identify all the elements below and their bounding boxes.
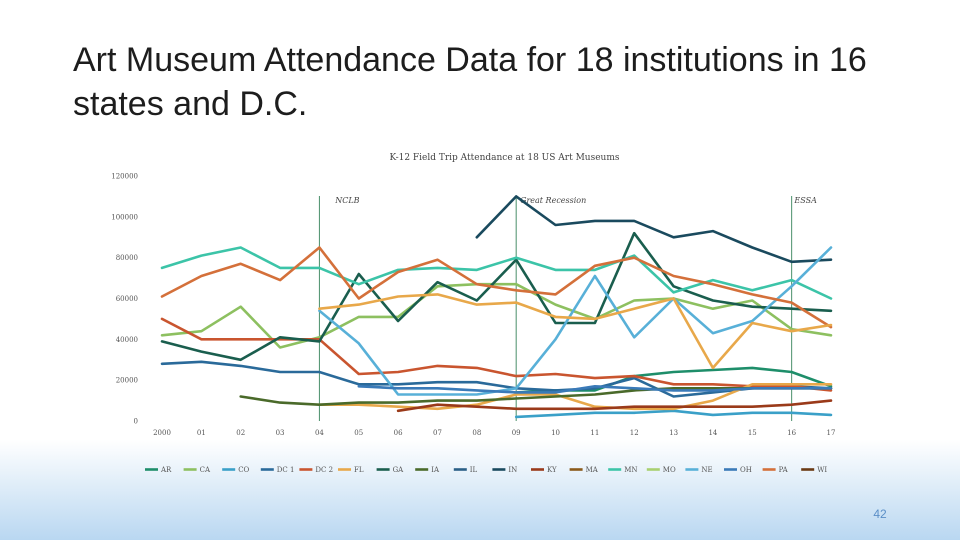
x-tick-label: 09 xyxy=(512,429,521,437)
series-line-pa xyxy=(160,246,833,329)
x-tick-label: 2000 xyxy=(153,429,171,437)
legend-label: MN xyxy=(624,466,637,474)
series-line-mn xyxy=(160,246,833,300)
chart-title: K-12 Field Trip Attendance at 18 US Art … xyxy=(390,153,620,163)
page-number: 42 xyxy=(873,507,887,521)
annotation-label: Great Recession xyxy=(520,196,586,205)
legend-label: WI xyxy=(817,466,827,474)
x-tick-label: 06 xyxy=(394,429,403,437)
x-tick-label: 12 xyxy=(630,429,639,437)
legend-label: MA xyxy=(586,466,599,474)
y-tick-label: 80000 xyxy=(116,254,138,262)
x-tick-label: 01 xyxy=(197,429,206,437)
legend-label: PA xyxy=(779,466,789,474)
legend-label: AR xyxy=(160,466,172,474)
x-tick-label: 03 xyxy=(276,429,285,437)
y-tick-label: 120000 xyxy=(111,173,138,181)
series-line-dc1 xyxy=(160,360,833,398)
legend-label: DC 2 xyxy=(315,466,333,474)
series-line-ky xyxy=(396,399,833,413)
series-line-co xyxy=(514,409,833,419)
x-tick-label: 10 xyxy=(551,429,560,437)
legend-label: IA xyxy=(431,466,440,474)
x-tick-label: 17 xyxy=(827,429,836,437)
y-tick-label: 20000 xyxy=(116,377,138,385)
series-line-oh xyxy=(357,385,833,394)
y-tick-label: 60000 xyxy=(116,295,138,303)
annotation-label: NCLB xyxy=(334,196,359,205)
x-tick-label: 02 xyxy=(236,429,245,437)
legend-label: GA xyxy=(393,466,405,474)
legend-label: IN xyxy=(508,466,517,474)
x-tick-label: 04 xyxy=(315,429,324,437)
series-line-ne xyxy=(318,246,833,396)
legend-label: NE xyxy=(701,466,712,474)
legend-label: CA xyxy=(200,466,211,474)
x-tick-label: 16 xyxy=(787,429,796,437)
legend-label: MO xyxy=(663,466,676,474)
y-tick-label: 100000 xyxy=(111,213,138,221)
x-tick-label: 08 xyxy=(472,429,481,437)
y-tick-label: 40000 xyxy=(116,336,138,344)
x-tick-label: 11 xyxy=(590,429,599,437)
series-line-dc2 xyxy=(160,317,833,392)
legend-label: CO xyxy=(238,466,249,474)
slide-title: Art Museum Attendance Data for 18 instit… xyxy=(73,41,867,123)
legend-label: KY xyxy=(547,466,557,474)
annotation-label: ESSA xyxy=(793,196,817,205)
x-tick-label: 13 xyxy=(669,429,678,437)
legend-label: OH xyxy=(740,466,752,474)
y-tick-label: 0 xyxy=(134,418,138,426)
legend-label: DC 1 xyxy=(277,466,295,474)
x-tick-label: 14 xyxy=(708,429,717,437)
x-tick-label: 15 xyxy=(748,429,757,437)
x-tick-label: 07 xyxy=(433,429,442,437)
legend-label: FL xyxy=(354,466,364,474)
series-extra-line-fl xyxy=(318,293,833,370)
x-tick-label: 05 xyxy=(354,429,363,437)
series-line-ga xyxy=(160,231,833,362)
legend-label: IL xyxy=(470,466,478,474)
series-line-in xyxy=(475,195,833,264)
